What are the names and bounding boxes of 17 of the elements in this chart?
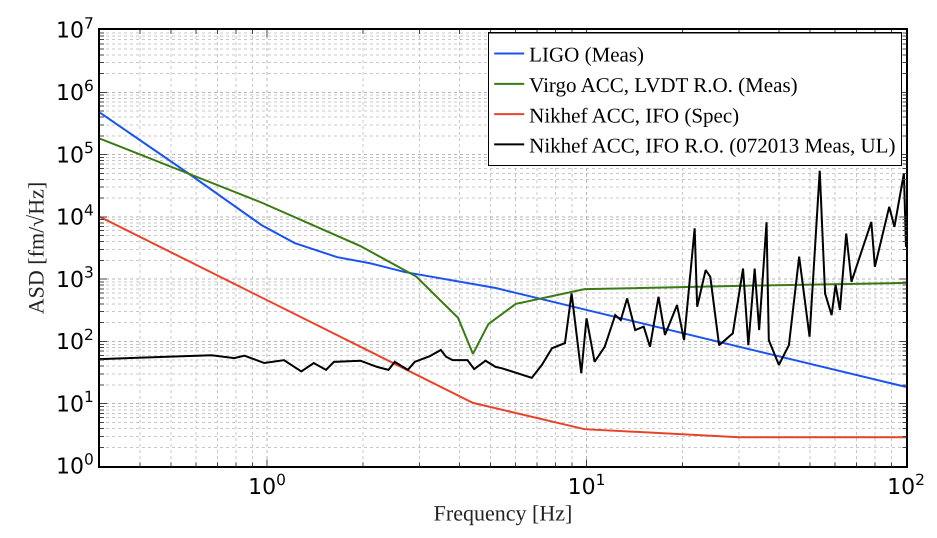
y-tick-label: 10$^{2}$ [56, 326, 94, 356]
y-tick-label: 10$^{1}$ [56, 388, 94, 418]
x-tick-label: 10$^{0}$ [248, 470, 286, 500]
legend-label: Nikhef ACC, IFO R.O. (072013 Meas, UL) [529, 134, 896, 158]
y-tick-label: 10$^{6}$ [56, 76, 94, 106]
y-tick-label: 10$^{0}$ [56, 450, 94, 480]
legend-label: Virgo ACC, LVDT R.O. (Meas) [529, 73, 798, 98]
y-axis-title: ASD [fm/√Hz] [23, 182, 48, 314]
y-tick-label: 10$^{3}$ [56, 264, 94, 293]
x-tick-label: 10$^{2}$ [887, 470, 925, 500]
y-tick-label: 10$^{4}$ [56, 201, 94, 231]
legend-label: LIGO (Meas) [529, 42, 644, 67]
legend-label: Nikhef ACC, IFO (Spec) [529, 103, 740, 128]
y-tick-label: 10$^{5}$ [56, 139, 94, 168]
y-tick-label: 10$^{7}$ [56, 14, 94, 44]
x-tick-label: 10$^{1}$ [568, 470, 606, 500]
x-axis-title: Frequency [Hz] [434, 500, 572, 526]
